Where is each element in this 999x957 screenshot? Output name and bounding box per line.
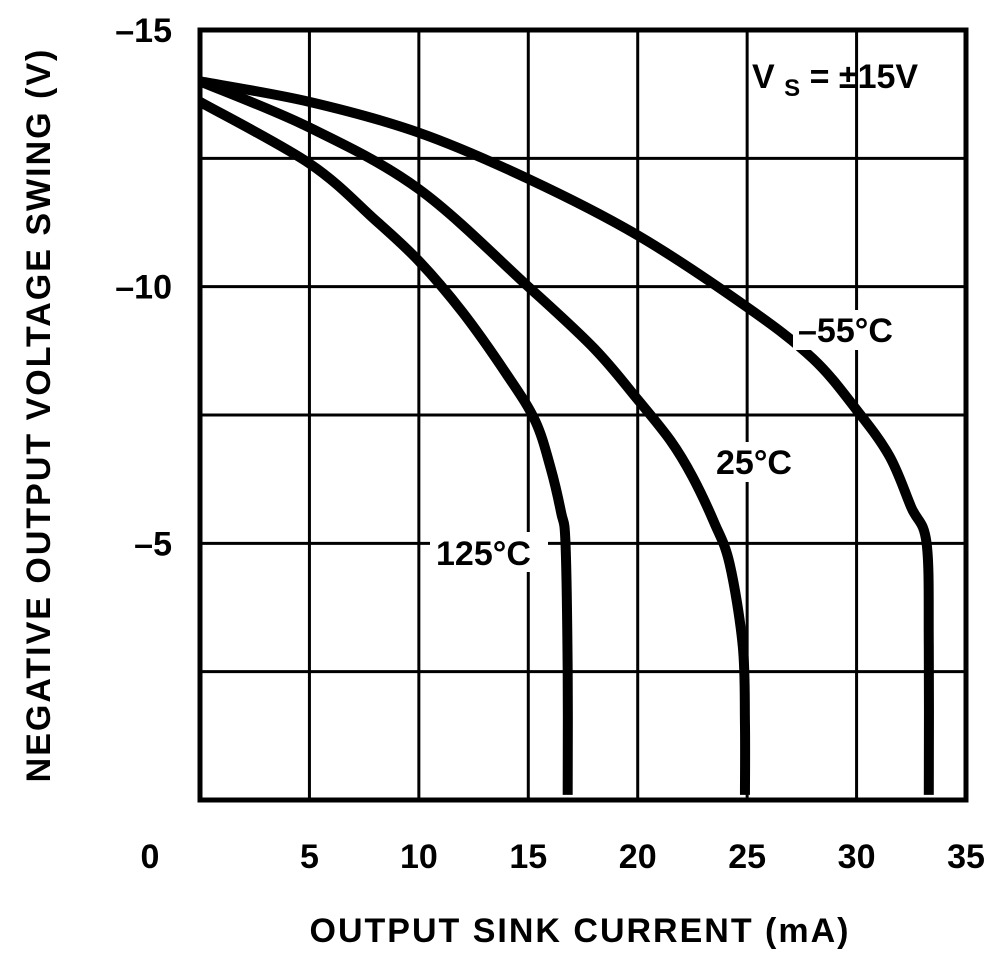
x-tick-label: 30 <box>838 838 876 876</box>
condition-main: V <box>752 58 775 96</box>
y-tick-label: –5 <box>134 525 172 563</box>
curve-125c <box>197 97 573 795</box>
series-label-25c: 25°C <box>716 444 792 482</box>
series-label-minus55c: –55°C <box>798 312 893 350</box>
x-tick-label: 20 <box>619 838 657 876</box>
y-axis-label: NEGATIVE OUTPUT VOLTAGE SWING (V) <box>20 48 58 783</box>
x-axis-label: OUTPUT SINK CURRENT (mA) <box>310 912 851 950</box>
condition-rest: = ±15V <box>810 58 919 96</box>
y-tick-label: –10 <box>115 269 172 307</box>
curve-25c <box>198 76 751 795</box>
grid <box>200 30 966 800</box>
x-tick-label: 15 <box>509 838 547 876</box>
x-tick-label: 25 <box>728 838 766 876</box>
curves <box>197 76 934 795</box>
plot-frame <box>197 27 969 803</box>
series-label-125c: 125°C <box>436 535 531 573</box>
x-tick-labels: 0 5 10 15 20 25 30 35 <box>141 838 985 876</box>
y-tick-labels: –5 –10 –15 <box>115 12 172 563</box>
x-tick-label: 35 <box>947 838 985 876</box>
x-tick-label: 5 <box>300 838 319 876</box>
y-tick-label: –15 <box>115 12 172 50</box>
curve-minus55c <box>199 76 934 795</box>
svg-text:V S = ±15V: V S = ±15V <box>752 58 918 104</box>
x-tick-label: 0 <box>141 838 160 876</box>
condition-subscript: S <box>784 75 800 102</box>
x-tick-label: 10 <box>400 838 438 876</box>
supply-condition-label: V S = ±15V <box>752 58 918 104</box>
